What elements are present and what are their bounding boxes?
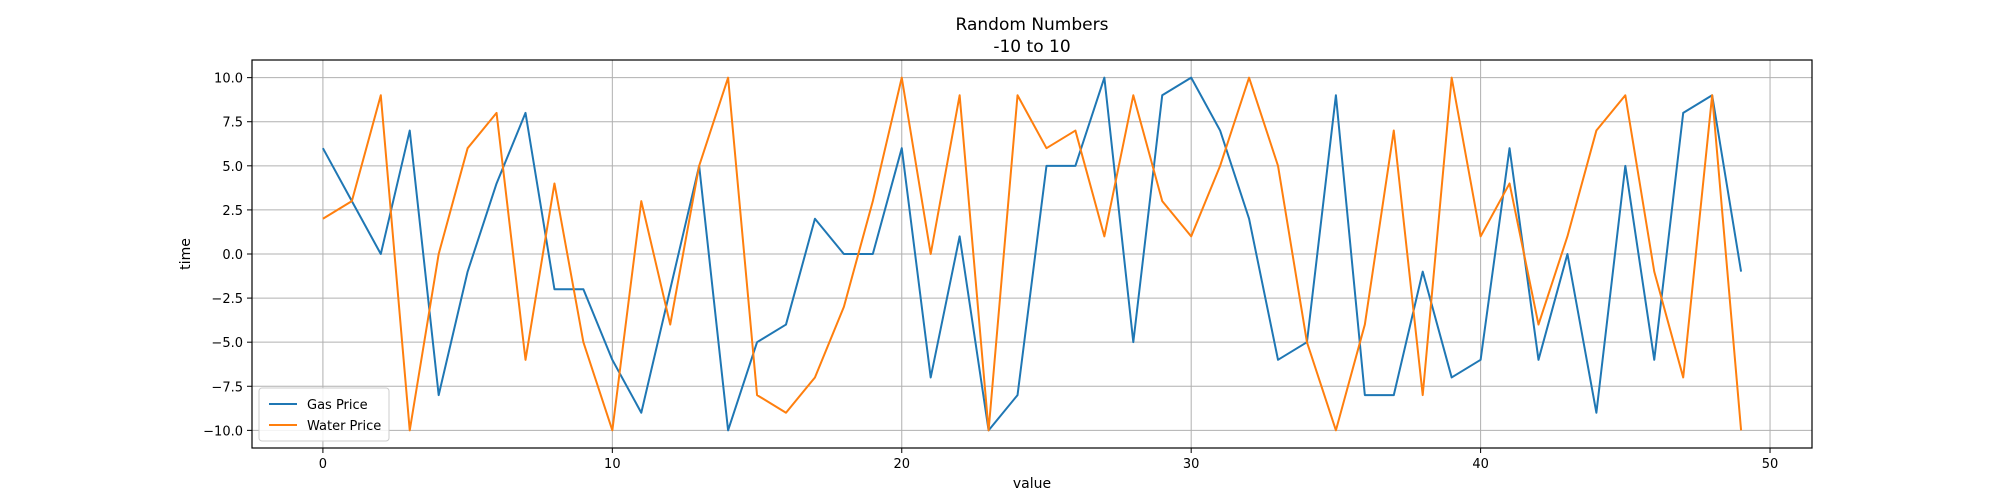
legend: Gas Price Water Price (258, 387, 390, 442)
series-lines (322, 76, 1743, 432)
legend-label: Gas Price (307, 398, 368, 413)
y-tick-label: 7.5 (222, 116, 243, 131)
y-tick-label: −7.5 (211, 380, 243, 395)
x-tick-label: 10 (604, 457, 621, 472)
chart-title: Random Numbers (956, 15, 1109, 35)
y-tick-label: 10.0 (214, 72, 243, 87)
y-tick-label: 5.0 (222, 160, 243, 175)
x-tick-label: 30 (1183, 457, 1200, 472)
y-tick-label: −5.0 (211, 336, 243, 351)
axis-ticks: 0 10 20 30 40 50 −10.0 −7.5 −5.0 −2.5 0.0 2.5 5.0 7.5… (203, 72, 1778, 472)
legend-label: Water Price (307, 419, 381, 434)
x-tick-label: 0 (319, 457, 327, 472)
x-axis-label: value (1013, 476, 1051, 492)
legend-box (258, 387, 390, 442)
series-line-gas-price (322, 76, 1743, 432)
y-tick-label: −10.0 (203, 424, 243, 439)
series-line-water-price (322, 76, 1743, 432)
chart-subtitle: -10 to 10 (993, 37, 1070, 57)
x-tick-label: 20 (893, 457, 910, 472)
y-tick-label: 2.5 (222, 204, 243, 219)
x-tick-label: 40 (1472, 457, 1489, 472)
x-tick-label: 50 (1762, 457, 1779, 472)
y-tick-label: −2.5 (211, 292, 243, 307)
y-axis-label: time (178, 238, 194, 270)
y-tick-label: 0.0 (222, 248, 243, 263)
grid (252, 60, 1812, 448)
